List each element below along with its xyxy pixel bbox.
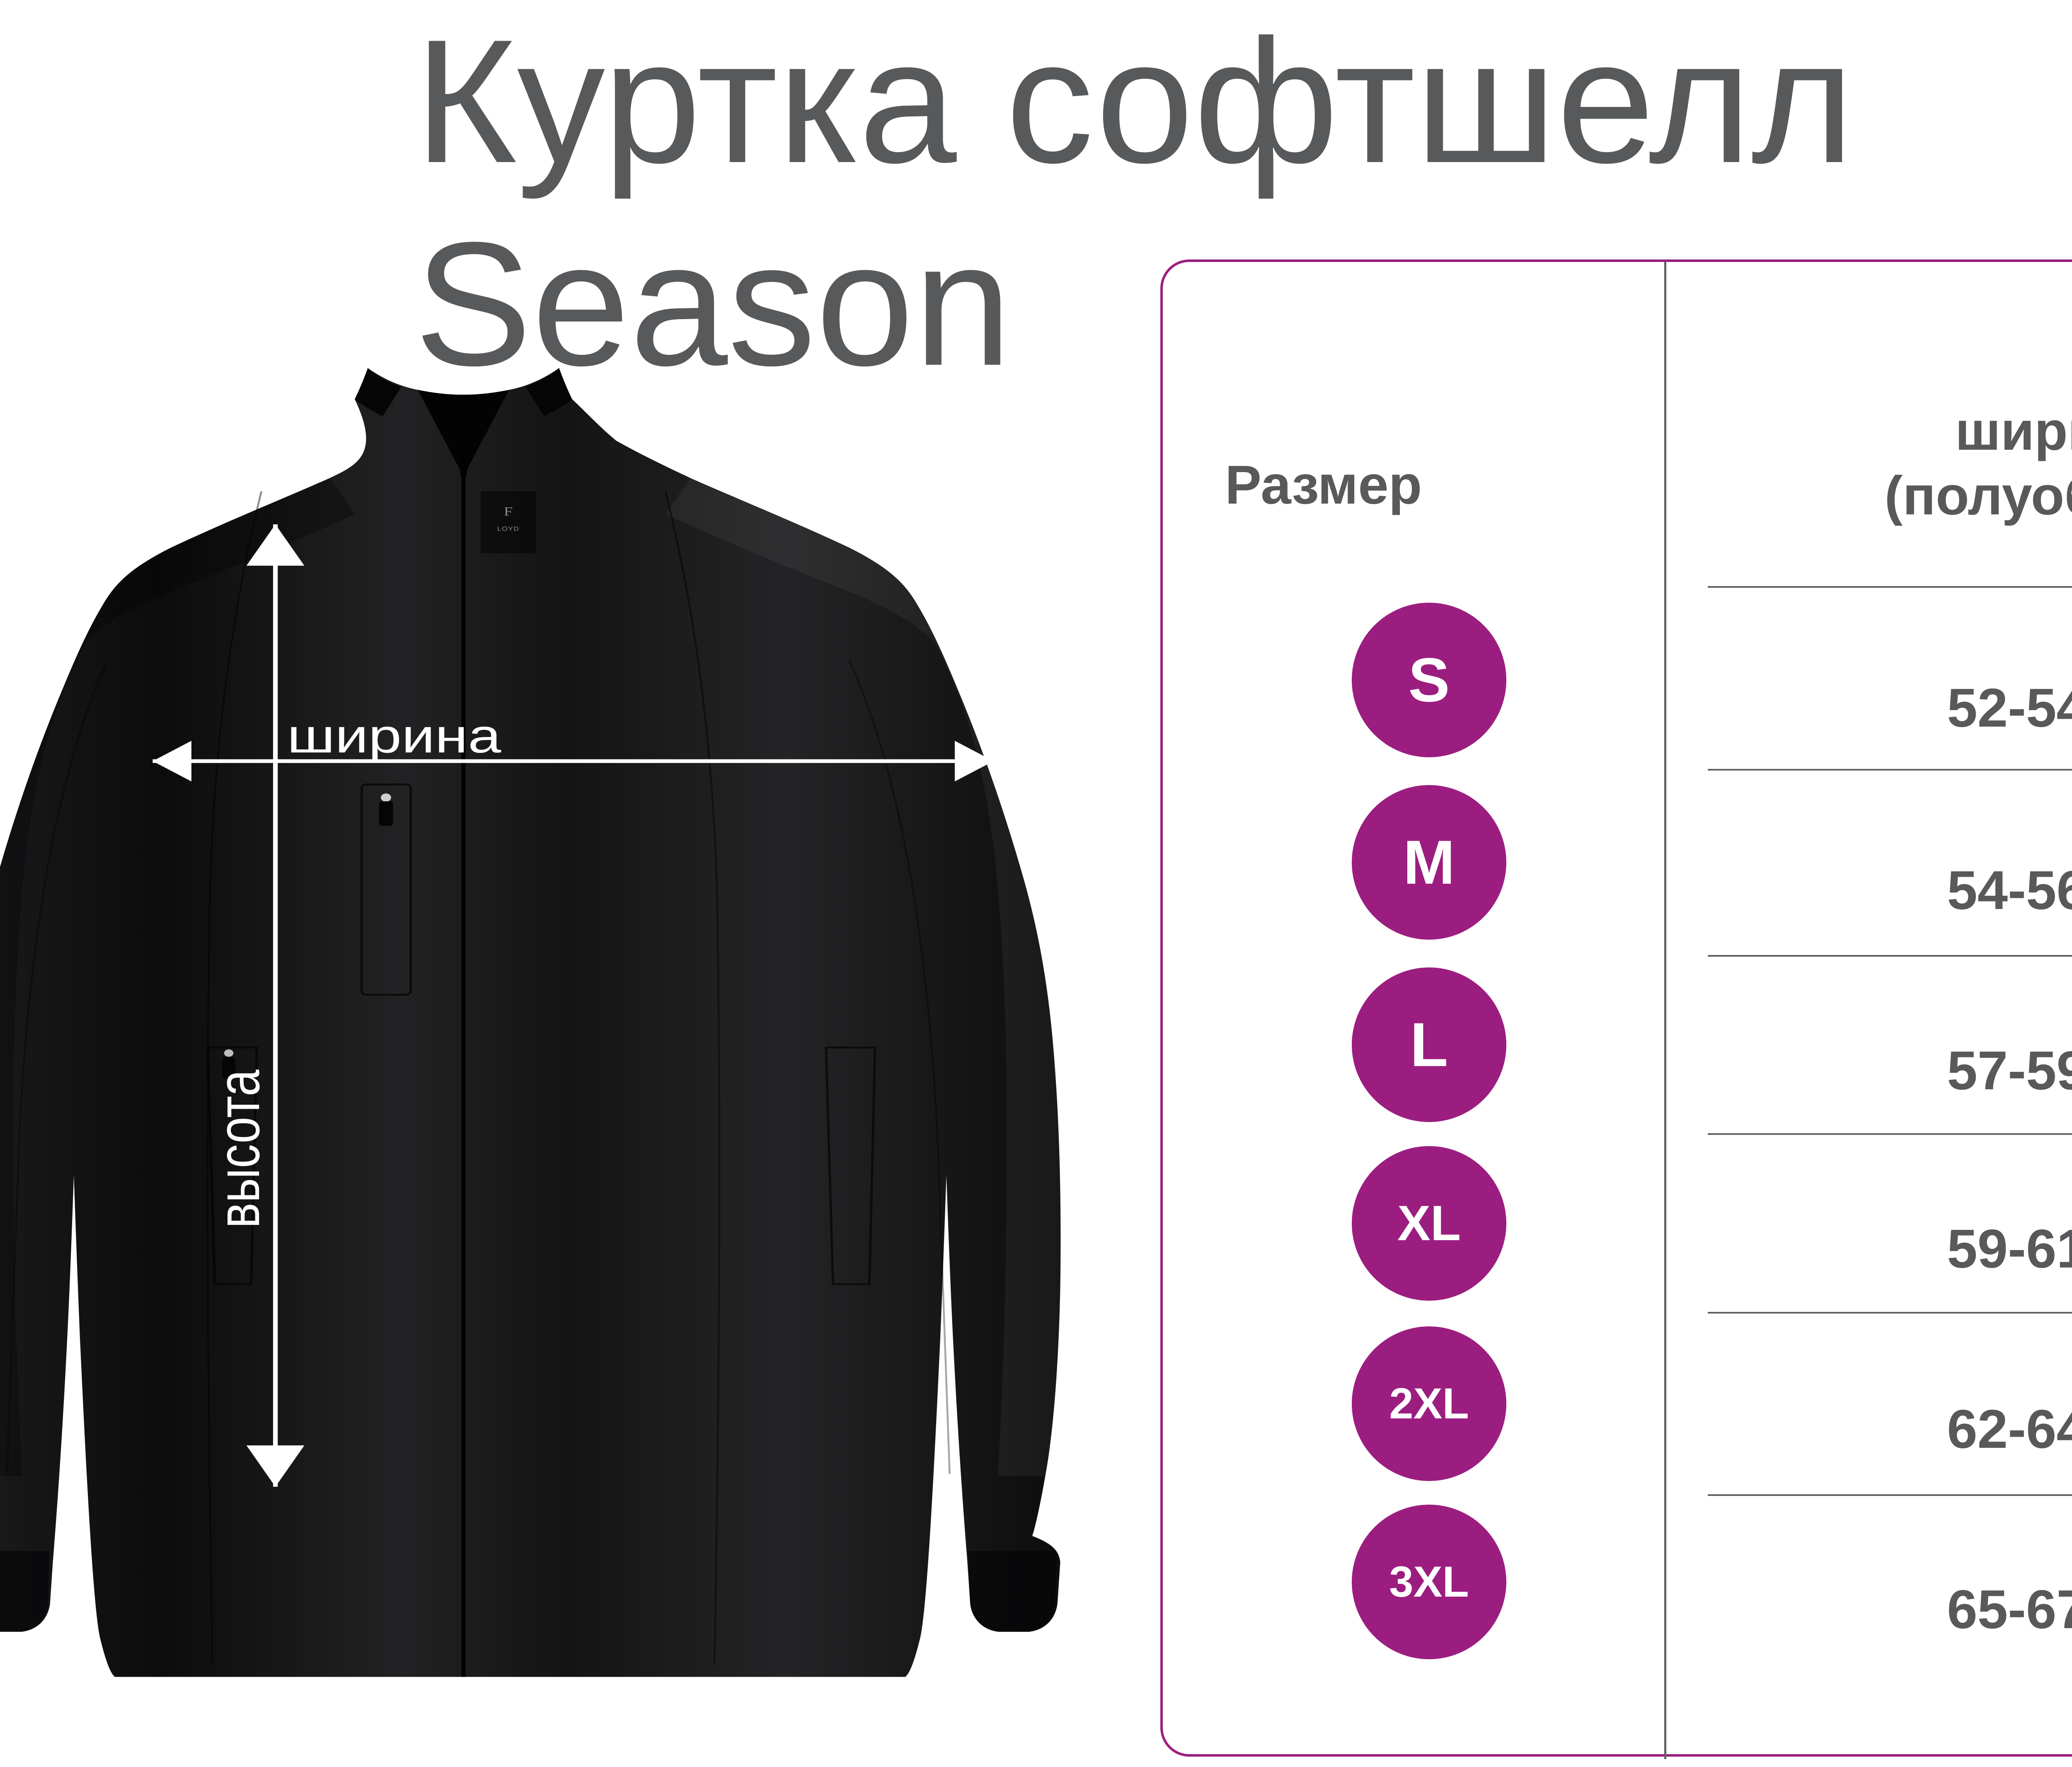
svg-text:F: F xyxy=(504,504,513,519)
svg-text:LOYD: LOYD xyxy=(497,526,520,532)
svg-text:ширина: ширина xyxy=(287,709,501,763)
svg-text:высота: высота xyxy=(205,1069,272,1228)
